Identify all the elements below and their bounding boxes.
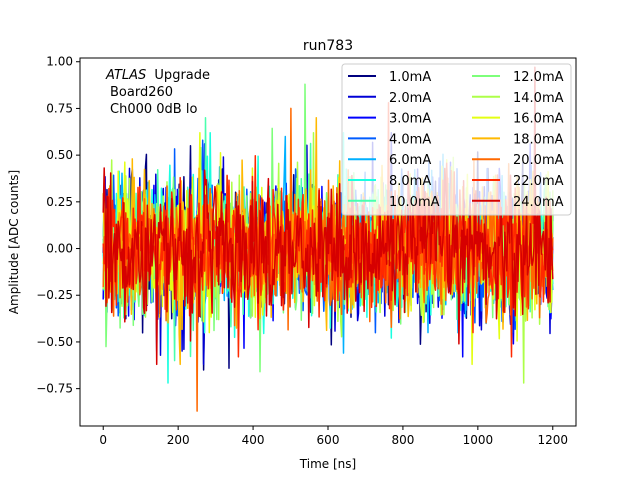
y-tick-label: −0.50: [36, 335, 73, 349]
x-tick-label: 0: [99, 433, 107, 447]
legend: 1.0mA 2.0mA 3.0mA 4.0mA 6.0mA 8.0mA 10.0mA 12.0…: [341, 63, 572, 216]
atlas-annotation: ATLAS Upgrade Board260 Ch000 0dB lo: [105, 68, 210, 117]
x-tick-label: 600: [317, 433, 340, 447]
legend-label: 20.0mA: [513, 153, 564, 168]
atlas-label: ATLAS: [105, 68, 146, 83]
x-tick-label: 1000: [463, 433, 494, 447]
legend-label: 12.0mA: [513, 70, 564, 85]
y-tick-label: 0.75: [46, 101, 73, 115]
y-tick-label: 0.50: [46, 148, 73, 162]
x-tick-label: 1200: [538, 433, 569, 447]
legend-label: 2.0mA: [389, 91, 431, 106]
legend-label: 3.0mA: [389, 112, 431, 127]
legend-label: 24.0mA: [513, 195, 564, 210]
legend-label: 8.0mA: [389, 174, 431, 189]
y-tick-label: −0.25: [36, 288, 73, 302]
legend-label: 10.0mA: [389, 195, 440, 210]
board-label: Board260: [110, 85, 173, 100]
legend-label: 4.0mA: [389, 132, 431, 147]
x-tick-label: 800: [391, 433, 414, 447]
series-layer: [102, 66, 554, 412]
legend-label: 18.0mA: [513, 132, 564, 147]
legend-label: 6.0mA: [389, 153, 431, 168]
y-tick-label: 1.00: [46, 55, 73, 69]
y-tick-label: −0.75: [36, 382, 73, 396]
legend-box: [341, 63, 572, 216]
y-tick-label: 0.25: [46, 195, 73, 209]
upgrade-label: Upgrade: [154, 68, 210, 83]
y-axis: −0.75 −0.50 −0.25 0.00 0.25 0.50 0.75 1.00: [36, 55, 80, 396]
svg-text:ATLAS Upgrade: ATLAS Upgrade: [105, 68, 210, 83]
legend-label: 16.0mA: [513, 112, 564, 127]
y-axis-label: Amplitude [ADC counts]: [7, 170, 21, 314]
x-tick-label: 200: [167, 433, 190, 447]
x-tick-label: 400: [242, 433, 265, 447]
x-axis-label: Time [ns]: [299, 457, 356, 471]
channel-label: Ch000 0dB lo: [110, 102, 197, 117]
legend-label: 22.0mA: [513, 174, 564, 189]
legend-label: 14.0mA: [513, 91, 564, 106]
series-line-24.0mA: [102, 66, 554, 366]
x-axis: 0 200 400 600 800 1000 1200: [99, 426, 568, 447]
legend-label: 1.0mA: [389, 70, 431, 85]
y-tick-label: 0.00: [46, 242, 73, 256]
chart-title: run783: [303, 38, 353, 54]
